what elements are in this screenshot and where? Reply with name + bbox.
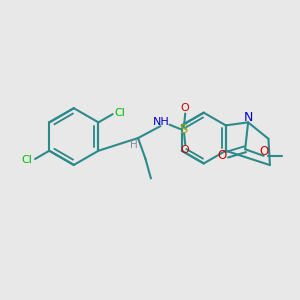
Text: S: S <box>179 123 187 136</box>
Text: O: O <box>260 145 269 158</box>
Text: O: O <box>181 145 190 155</box>
Text: H: H <box>130 140 137 150</box>
Text: O: O <box>217 149 226 162</box>
Text: Cl: Cl <box>22 154 32 165</box>
Text: N: N <box>243 111 253 124</box>
Text: O: O <box>181 103 190 113</box>
Text: Cl: Cl <box>115 108 125 118</box>
Text: NH: NH <box>153 117 170 127</box>
